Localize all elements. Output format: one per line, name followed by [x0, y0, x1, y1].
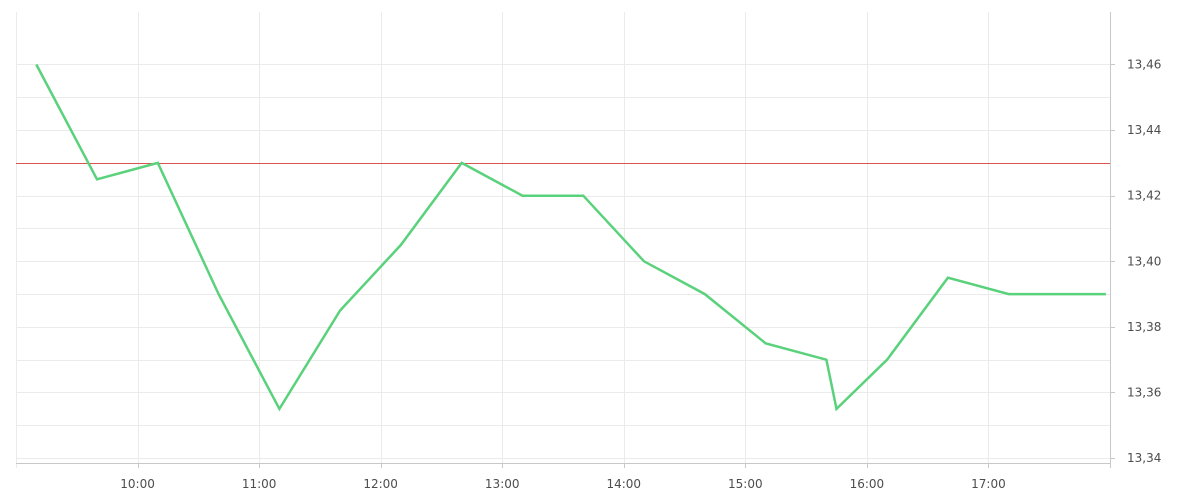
y-tick-label: 13,34	[1127, 451, 1161, 465]
y-tick-label: 13,38	[1127, 320, 1161, 334]
x-tick-label: 17:00	[971, 477, 1006, 491]
axes: 13,34 13,36 13,38 13,40 13,42 13,44 13,46 10:00…	[16, 12, 1161, 491]
x-tick-label: 12:00	[363, 477, 398, 491]
y-tick-label: 13,42	[1127, 189, 1161, 203]
x-tick-label: 11:00	[242, 477, 277, 491]
x-tick-label: 13:00	[485, 477, 520, 491]
series-line	[35, 63, 1106, 412]
x-tick-label: 15:00	[728, 477, 763, 491]
y-tick-label: 13,36	[1127, 385, 1161, 399]
x-tick-label: 14:00	[606, 477, 641, 491]
y-tick-label: 13,40	[1127, 254, 1161, 268]
x-tick-label: 10:00	[120, 477, 155, 491]
grid	[16, 12, 1110, 468]
y-tick-label: 13,46	[1127, 57, 1161, 71]
y-tick-label: 13,44	[1127, 123, 1161, 137]
series-layer	[35, 63, 1106, 412]
x-tick-label: 16:00	[850, 477, 885, 491]
